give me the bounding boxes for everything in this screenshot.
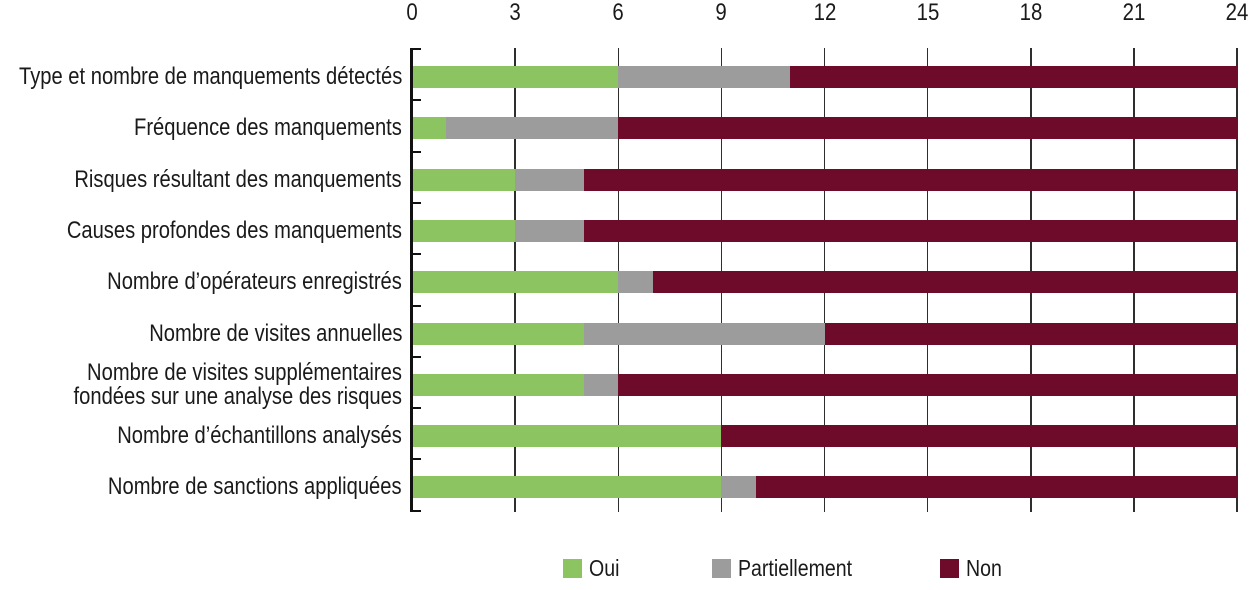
bar-row [412,425,1237,448]
legend-label: Oui [589,554,620,581]
bar-row [412,117,1237,140]
bar-segment-non [790,66,1237,88]
x-tick-label: 18 [1019,0,1043,26]
legend-swatch-oui [563,558,582,578]
bar-segment-non [652,271,1237,294]
bar-segment-partiellement [515,219,584,242]
y-axis-tick [411,99,421,102]
bar-segment-oui [412,117,447,140]
y-axis-tick [411,48,421,50]
bar-segment-non [824,322,1237,345]
y-axis-tick [411,253,421,256]
bar-segment-oui [412,425,722,448]
category-label: Nombre de visites supplémentaires fondée… [73,358,402,410]
bar-segment-non [721,425,1237,448]
y-axis-tick [411,407,421,410]
legend-label: Non [966,554,1002,581]
legend-swatch-partiellement [712,558,731,578]
legend-swatch-non [940,558,959,578]
bar-row [412,271,1237,294]
legend-item-partiellement: Partiellement [712,554,872,581]
y-axis-tick [411,201,421,204]
y-axis-tick [411,304,421,307]
bar-segment-partiellement [583,322,825,345]
bar-row [412,373,1237,396]
bar-segment-partiellement [515,168,584,191]
bar-segment-oui [412,168,516,191]
y-axis-tick [411,509,421,512]
bar-segment-oui [412,322,584,345]
x-tick-label: 15 [916,0,939,26]
x-tick-label: 12 [813,0,836,26]
category-label: Nombre de visites annuelles [148,319,402,347]
bar-segment-oui [412,476,722,499]
y-axis-tick [411,355,421,358]
x-tick-label: 21 [1122,0,1146,26]
x-tick-label: 24 [1225,0,1249,26]
bar-segment-non [583,219,1237,242]
legend-item-oui: Oui [563,554,625,581]
bar-segment-partiellement [721,476,756,499]
category-label: Type et nombre de manquements détectés [18,63,402,90]
category-label: Risques résultant des manquements [74,165,402,193]
bar-segment-oui [412,219,516,242]
x-tick-label: 3 [509,0,521,26]
gridline [1236,48,1238,512]
x-tick-label: 9 [715,0,728,26]
bar-segment-oui [412,66,619,88]
plot-area [412,48,1238,512]
y-axis-line [410,48,413,512]
bar-segment-non [618,117,1237,140]
bar-segment-non [618,373,1237,396]
x-tick-label: 0 [406,0,418,26]
bar-row [412,66,1237,88]
x-tick-label: 6 [612,0,624,26]
bar-row [412,476,1237,499]
bar-segment-oui [412,373,584,396]
bar-segment-non [755,476,1237,499]
bar-row [412,219,1237,242]
category-label: Nombre de sanctions appliquées [108,473,402,501]
bar-segment-oui [412,271,619,294]
legend-label: Partiellement [738,554,853,581]
bar-row [412,168,1237,191]
category-label: Nombre d’échantillons analysés [117,422,402,450]
bar-segment-non [583,168,1237,191]
bar-row [412,322,1237,345]
bar-segment-partiellement [618,271,653,294]
category-label: Fréquence des manquements [134,114,402,142]
bar-segment-partiellement [583,373,619,396]
bar-segment-partiellement [446,117,619,140]
bar-segment-partiellement [618,66,791,88]
y-axis-tick [411,458,421,461]
category-label: Causes profondes des manquements [66,216,402,244]
y-axis-tick [411,150,421,153]
category-label: Nombre d’opérateurs enregistrés [107,268,402,296]
legend-item-non: Non [940,554,1008,581]
